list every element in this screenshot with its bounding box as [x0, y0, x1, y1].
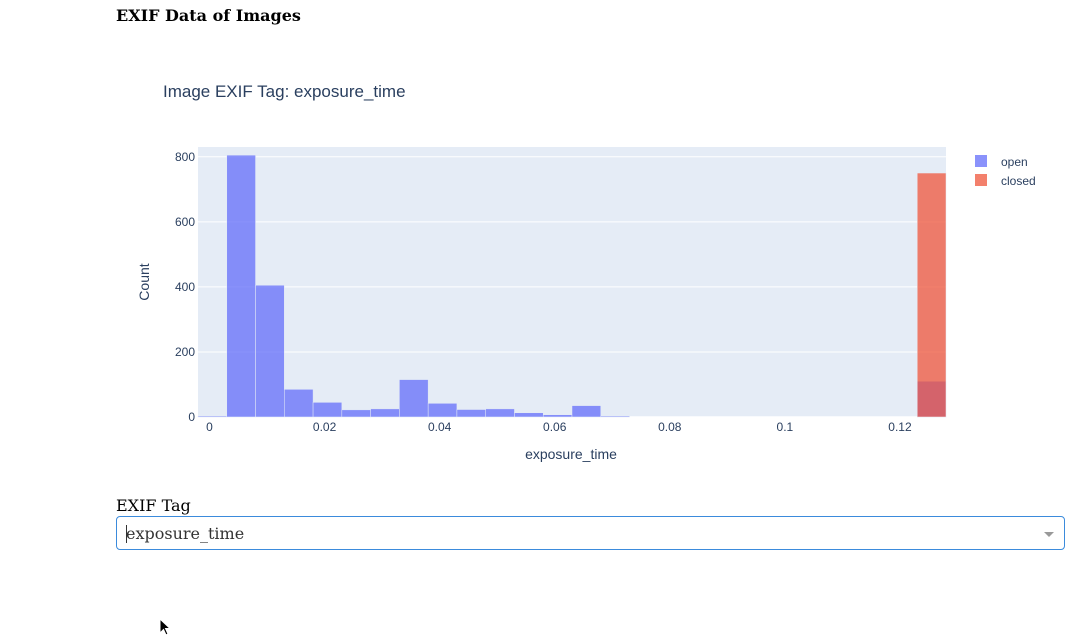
- legend-label-open: open: [1001, 155, 1028, 169]
- bar-open-5: [341, 409, 371, 418]
- chevron-down-icon[interactable]: [1044, 532, 1054, 537]
- bar-open-13: [571, 405, 602, 418]
- dropdown-label: EXIF Tag: [116, 496, 191, 515]
- legend-item-closed[interactable]: closed: [975, 174, 1036, 188]
- bar-open-0: [197, 415, 228, 418]
- y-tick-label: 0: [188, 410, 195, 424]
- bar-open-1: [226, 154, 256, 418]
- x-axis-label: exposure_time: [525, 446, 617, 462]
- plot-area: [198, 147, 946, 417]
- bar-open-11: [514, 412, 544, 418]
- y-tick-label: 600: [175, 215, 195, 229]
- page-title: EXIF Data of Images: [116, 6, 301, 25]
- histogram-chart: Image EXIF Tag: exposure_time 0 0.02 0.04 0…: [136, 82, 1036, 462]
- dropdown-selected-value: exposure_time: [126, 524, 245, 543]
- x-tick-label: 0.1: [777, 420, 794, 434]
- x-axis-ticks: 0 0.02 0.04 0.06 0.08 0.1 0.12: [206, 420, 912, 434]
- bar-open-6: [370, 408, 400, 418]
- bar-open-4: [312, 402, 343, 418]
- x-tick-label: 0.04: [428, 420, 452, 434]
- legend-swatch-closed: [975, 174, 987, 186]
- legend-swatch-open: [975, 155, 987, 167]
- bar-open-8: [427, 403, 458, 418]
- bar-open-7: [399, 379, 429, 418]
- y-tick-label: 200: [175, 345, 195, 359]
- legend: open closed: [975, 155, 1036, 188]
- mouse-pointer-icon: [159, 618, 172, 636]
- legend-item-open[interactable]: open: [975, 155, 1028, 169]
- bar-open-3: [284, 389, 314, 418]
- y-axis-label: Count: [136, 263, 152, 300]
- y-tick-label: 800: [175, 150, 195, 164]
- x-tick-label: 0.12: [888, 420, 912, 434]
- bar-open-14: [600, 415, 630, 418]
- x-tick-label: 0.08: [658, 420, 682, 434]
- bar-closed-0: [916, 172, 947, 418]
- y-axis-ticks: 0 200 400 600 800: [175, 150, 195, 424]
- bars: [197, 154, 947, 418]
- bar-open-10: [485, 408, 515, 418]
- exif-tag-dropdown[interactable]: exposure_time: [116, 516, 1065, 550]
- x-tick-label: 0.02: [313, 420, 337, 434]
- bar-open-9: [456, 409, 486, 418]
- bar-open-12: [542, 414, 573, 418]
- x-tick-label: 0: [206, 420, 213, 434]
- legend-label-closed: closed: [1001, 174, 1036, 188]
- y-tick-label: 400: [175, 280, 195, 294]
- x-tick-label: 0.06: [543, 420, 567, 434]
- bar-open-2: [255, 285, 285, 418]
- text-caret: [126, 525, 127, 543]
- chart-title: Image EXIF Tag: exposure_time: [163, 82, 406, 101]
